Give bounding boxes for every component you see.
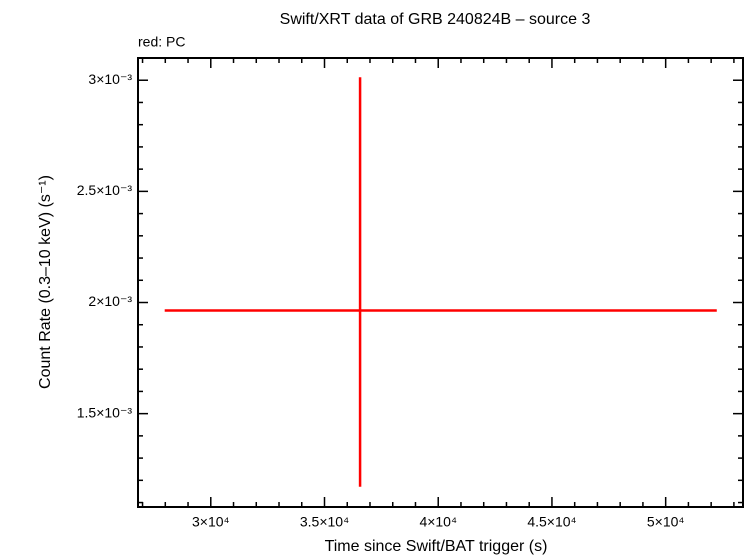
x-axis-title: Time since Swift/BAT trigger (s) (325, 538, 548, 555)
x-tick-label: 5×10⁴ (647, 514, 685, 530)
y-tick-label: 2×10⁻³ (88, 293, 132, 309)
x-tick-label: 3.5×10⁴ (300, 514, 349, 530)
x-tick-label: 3×10⁴ (192, 514, 230, 530)
y-tick-label: 3×10⁻³ (88, 71, 132, 87)
subtitle: red: PC (138, 34, 185, 50)
x-tick-label: 4×10⁴ (419, 514, 457, 530)
chart-title: Swift/XRT data of GRB 240824B – source 3 (280, 11, 591, 28)
y-tick-label: 1.5×10⁻³ (77, 404, 133, 420)
plot-frame (137, 57, 744, 508)
y-axis-title: Count Rate (0.3–10 keV) (s⁻¹) (37, 175, 54, 389)
x-tick-label: 4.5×10⁴ (527, 514, 576, 530)
y-tick-label: 2.5×10⁻³ (77, 182, 133, 198)
